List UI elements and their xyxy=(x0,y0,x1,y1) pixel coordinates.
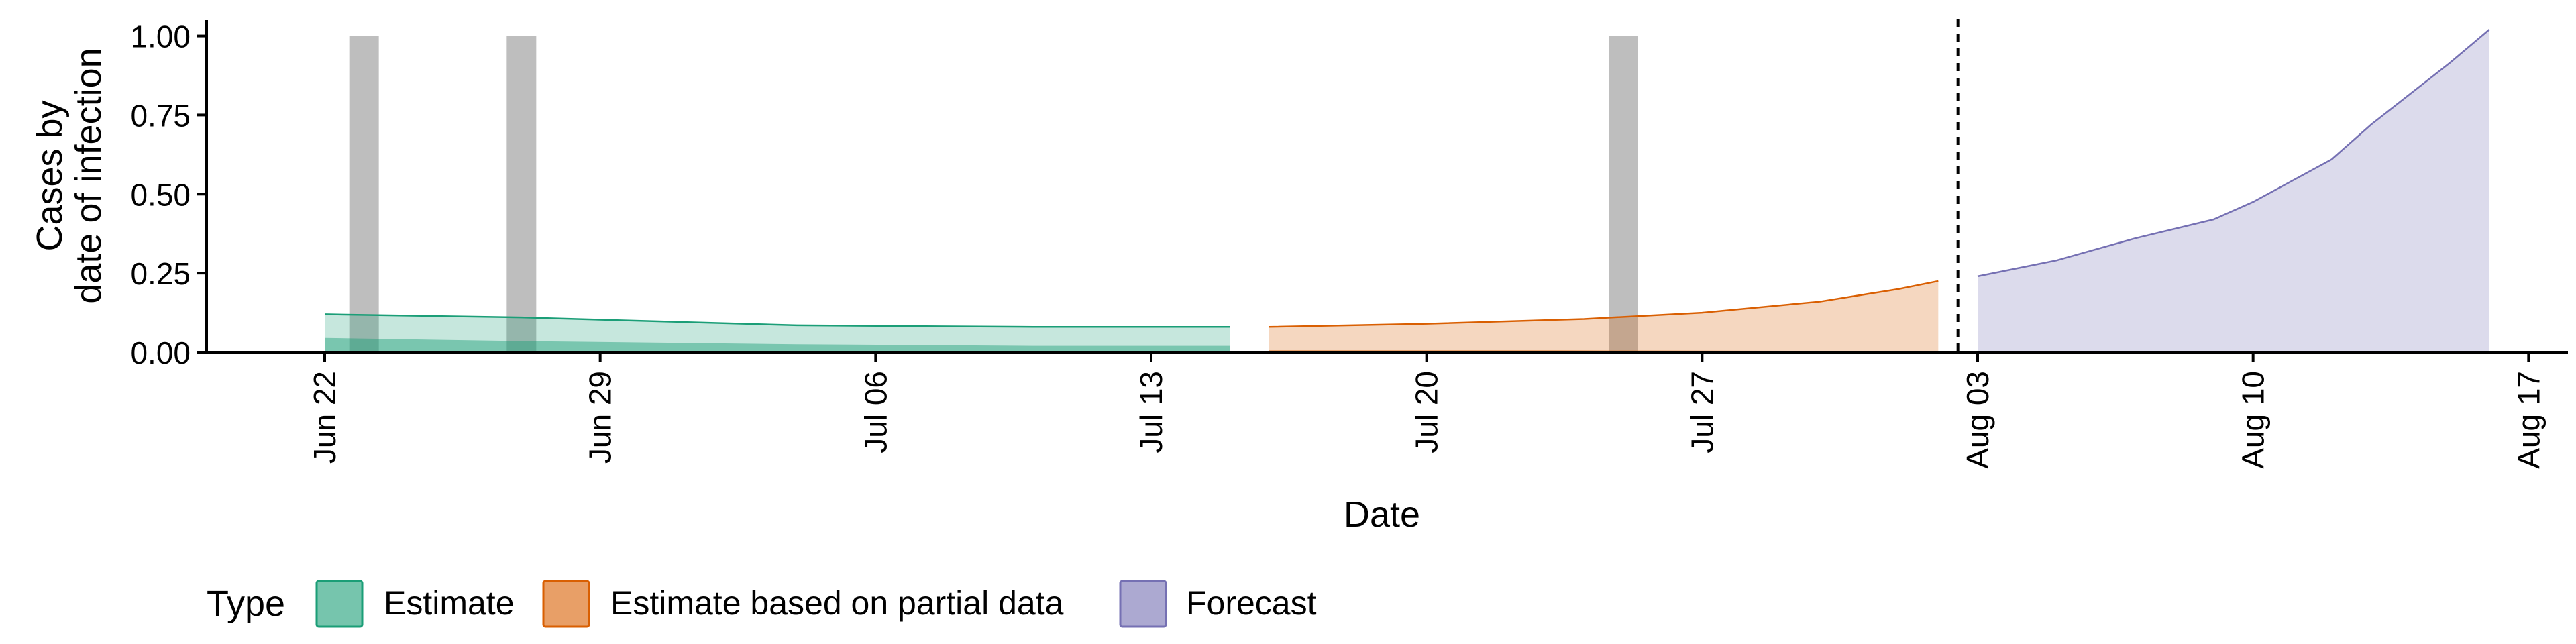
legend-label-estimate: Estimate xyxy=(384,584,515,622)
x-tick-labels: Jun 22 Jun 29 Jul 06 Jul 13 Jul 20 Jul 27 Aug … xyxy=(307,371,2546,469)
series-areas xyxy=(324,29,2490,354)
x-tick-label-4: Jul 20 xyxy=(1409,371,1444,453)
x-tick-label-1: Jun 29 xyxy=(583,371,618,464)
ribbon-outer-estimate-based-on-partial-data xyxy=(1269,280,1939,352)
legend-title: Type xyxy=(207,584,285,624)
highlight-bar-1 xyxy=(506,36,537,352)
ribbon-outer-estimate xyxy=(325,314,1230,352)
x-tick-label-3: Jul 13 xyxy=(1134,371,1169,453)
legend: Type Estimate Estimate based on partial … xyxy=(207,580,1317,628)
ribbon-upper-line-estimate xyxy=(324,313,1230,328)
axes xyxy=(197,20,2568,362)
highlight-bars xyxy=(349,36,1638,352)
highlight-bar-2 xyxy=(1609,36,1638,352)
x-tick-label-5: Jul 27 xyxy=(1684,371,1719,453)
y-tick-label-3: 0.75 xyxy=(130,98,191,133)
y-tick-label-2: 0.50 xyxy=(130,177,191,212)
x-tick-label-7: Aug 10 xyxy=(2236,371,2271,469)
x-tick-label-0: Jun 22 xyxy=(307,371,342,464)
legend-key-forecast xyxy=(1119,580,1167,628)
x-tick-label-2: Jul 06 xyxy=(858,371,893,453)
legend-label-partial: Estimate based on partial data xyxy=(610,584,1064,622)
x-tick-label-6: Aug 03 xyxy=(1960,371,1995,469)
y-tick-label-1: 0.25 xyxy=(130,256,191,291)
ribbon-upper-line-estimate-based-on-partial-data xyxy=(1269,280,1939,328)
y-axis-title-line-2: date of infection xyxy=(68,48,109,303)
ribbon-inner-estimate xyxy=(325,337,1230,352)
y-tick-labels: 0.00 0.25 0.50 0.75 1.00 xyxy=(130,19,191,370)
highlight-bar-0 xyxy=(349,36,379,352)
y-tick-label-0: 0.00 xyxy=(130,335,191,370)
ribbon-upper-line-forecast xyxy=(1977,29,2490,278)
legend-key-estimate xyxy=(315,580,364,628)
x-axis-title: Date xyxy=(1344,494,1420,535)
ribbon-outer-forecast xyxy=(1978,30,2489,353)
x-tick-label-8: Aug 17 xyxy=(2511,371,2546,469)
y-axis-title-line-1: Cases by xyxy=(30,100,70,251)
legend-label-forecast: Forecast xyxy=(1186,584,1317,622)
y-tick-label-4: 1.00 xyxy=(130,19,191,54)
legend-key-partial xyxy=(542,580,590,628)
